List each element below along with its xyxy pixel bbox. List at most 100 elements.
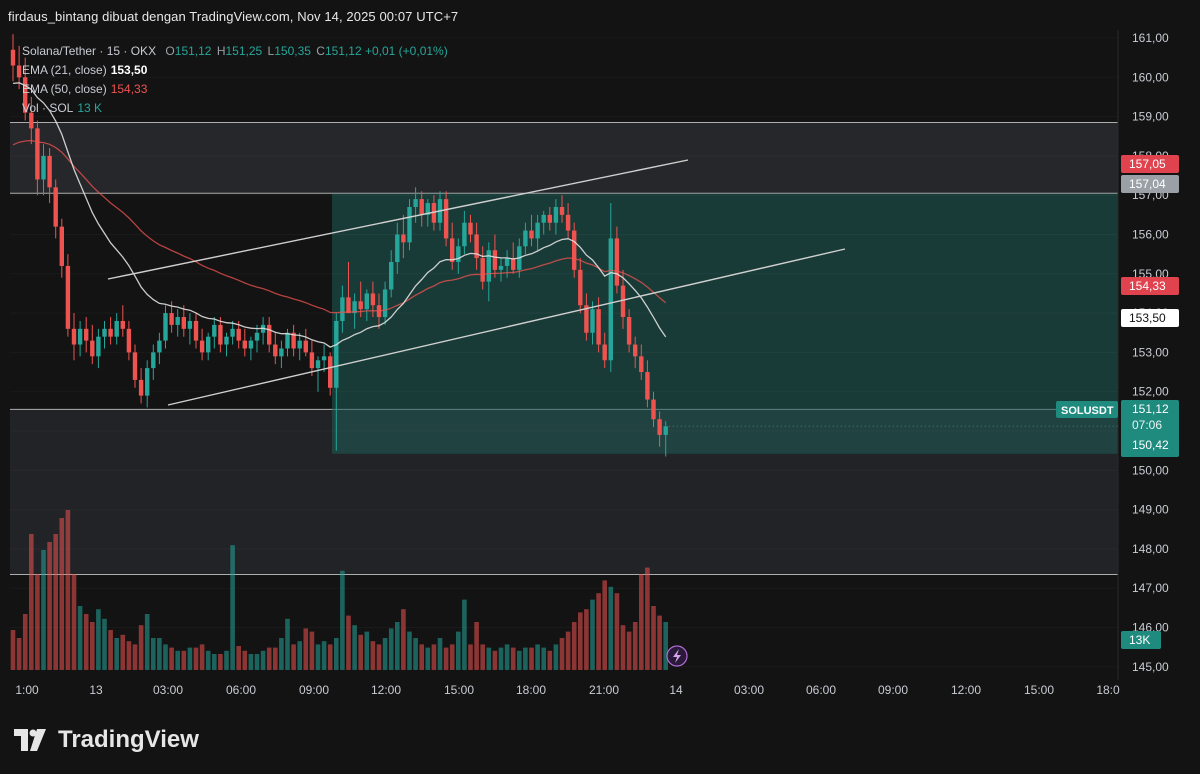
tradingview-logo-icon [14, 729, 46, 751]
volume-bar [242, 650, 248, 670]
volume-bar [102, 618, 107, 670]
trend-channel[interactable] [107, 159, 846, 406]
volume-bar [248, 654, 254, 670]
volume-bar [114, 638, 119, 670]
candle-body [29, 112, 34, 129]
price-tick-label[interactable]: 145,00 [1132, 660, 1169, 674]
legend-volume-label[interactable]: Vol · SOL [22, 101, 74, 115]
price-tick-label[interactable]: 153,00 [1132, 345, 1169, 359]
time-tick-label[interactable]: 03:00 [734, 683, 764, 697]
candle-body [584, 305, 589, 333]
volume-bar [395, 622, 400, 670]
candle-body [273, 344, 278, 357]
price-tick-label[interactable]: 156,00 [1132, 228, 1169, 242]
legend-volume-row[interactable]: Vol · SOL 13 K [22, 99, 448, 118]
time-tick-label[interactable]: 21:00 [589, 683, 619, 697]
volume-bar [578, 612, 583, 670]
price-tags: 157,05 157,04 154,33 153,50 151,12 07:06 150,4… [1056, 155, 1179, 649]
time-tick-label[interactable]: 09:00 [299, 683, 329, 697]
time-tick-label[interactable]: 03:00 [153, 683, 183, 697]
volume-bar [462, 599, 467, 670]
trade-box[interactable] [332, 193, 1118, 454]
time-tick-label[interactable]: 09:00 [878, 683, 908, 697]
time-tick-label[interactable]: 18:00 [516, 683, 546, 697]
legend-ema21-value: 153,50 [110, 63, 148, 77]
candle-body [462, 222, 467, 247]
time-tick-label[interactable]: 15:00 [1024, 683, 1054, 697]
tradingview-logo[interactable]: TradingView [14, 726, 199, 754]
legend-ema21-label[interactable]: EMA (21, close) [22, 63, 107, 77]
time-tick-label[interactable]: 06:00 [226, 683, 256, 697]
chart-legend[interactable]: Solana/Tether · 15 · OKX O151,12 H151,25… [22, 42, 448, 118]
candle-body [23, 77, 28, 113]
position-box[interactable] [332, 193, 1118, 454]
time-axis[interactable]: 1:00 13 03:00 06:00 09:00 12:00 15:00 18:00 21:0… [15, 683, 1120, 697]
legend-symbol-row[interactable]: Solana/Tether · 15 · OKX O151,12 H151,25… [22, 42, 448, 61]
time-tick-label[interactable]: 13 [89, 683, 103, 697]
volume-bar [334, 638, 339, 670]
candle-body [443, 199, 449, 239]
time-tick-label[interactable]: 1:00 [15, 683, 39, 697]
candle-body [401, 234, 406, 243]
candle-body [547, 214, 552, 223]
legend-symbol[interactable]: Solana/Tether · 15 · OKX [22, 44, 157, 58]
volume-bar [10, 630, 16, 670]
volume-bar [480, 644, 485, 670]
time-tick-label[interactable]: 18:0 [1096, 683, 1120, 697]
candle-body [108, 328, 113, 337]
volume-bar [504, 644, 510, 670]
volume-bar [626, 631, 632, 670]
time-tick-label[interactable]: 14 [669, 683, 683, 697]
volume-bar [169, 647, 174, 670]
time-tick-label[interactable]: 15:00 [444, 683, 474, 697]
volume-bar [279, 638, 284, 670]
price-tick-label[interactable]: 161,00 [1132, 31, 1169, 45]
volume-bar [523, 647, 528, 670]
price-tick-label[interactable]: 160,00 [1132, 70, 1169, 84]
volume-bar [22, 614, 28, 670]
volume-bar [96, 609, 101, 670]
volume-bar [632, 622, 638, 670]
candle-body [230, 328, 235, 337]
price-tick-label[interactable]: 159,00 [1132, 110, 1169, 124]
tag-ema50-bg [1121, 277, 1179, 295]
tag-box-bottom: 150,42 [1132, 438, 1169, 452]
legend-ema21-row[interactable]: EMA (21, close) 153,50 [22, 61, 448, 80]
price-tick-label[interactable]: 147,00 [1132, 581, 1169, 595]
candle-body [346, 297, 351, 314]
candle-body [382, 289, 388, 318]
volume-bar [297, 641, 302, 670]
candle-body [504, 258, 510, 266]
time-tick-label[interactable]: 12:00 [951, 683, 981, 697]
time-tick-label[interactable]: 12:00 [371, 683, 401, 697]
time-tick-label[interactable]: 06:00 [806, 683, 836, 697]
candle-body [157, 340, 162, 353]
tag-last-price: 151,12 [1132, 402, 1169, 416]
volume-bar [413, 638, 418, 670]
legend-volume-value: 13 K [77, 101, 103, 115]
legend-ema50-label[interactable]: EMA (50, close) [22, 82, 107, 96]
volume-bar [340, 570, 345, 670]
volume-bar [65, 510, 71, 670]
price-tick-label[interactable]: 148,00 [1132, 542, 1169, 556]
volume-bar [468, 644, 473, 670]
chart-area[interactable]: 161,00160,00159,00158,00157,00156,00155,… [0, 30, 1200, 710]
candle-body [10, 49, 16, 66]
channel-upper-line[interactable] [107, 159, 689, 280]
volume-bar [327, 644, 333, 670]
volume-bar [224, 650, 229, 670]
channel-lower-line[interactable] [167, 248, 846, 406]
price-tick-label[interactable]: 150,00 [1132, 463, 1169, 477]
candle-body [138, 379, 144, 396]
candle-body [529, 230, 534, 239]
candle-body [71, 328, 77, 345]
price-tick-label[interactable]: 149,00 [1132, 503, 1169, 517]
candle-body [425, 203, 430, 215]
price-tick-label[interactable]: 152,00 [1132, 385, 1169, 399]
legend-ema50-row[interactable]: EMA (50, close) 154,33 [22, 80, 448, 99]
candle-body [175, 317, 180, 325]
range-bands [10, 121, 1118, 575]
volume-bar [584, 609, 589, 670]
volume-bar [565, 631, 571, 670]
volume-bar [144, 614, 150, 670]
